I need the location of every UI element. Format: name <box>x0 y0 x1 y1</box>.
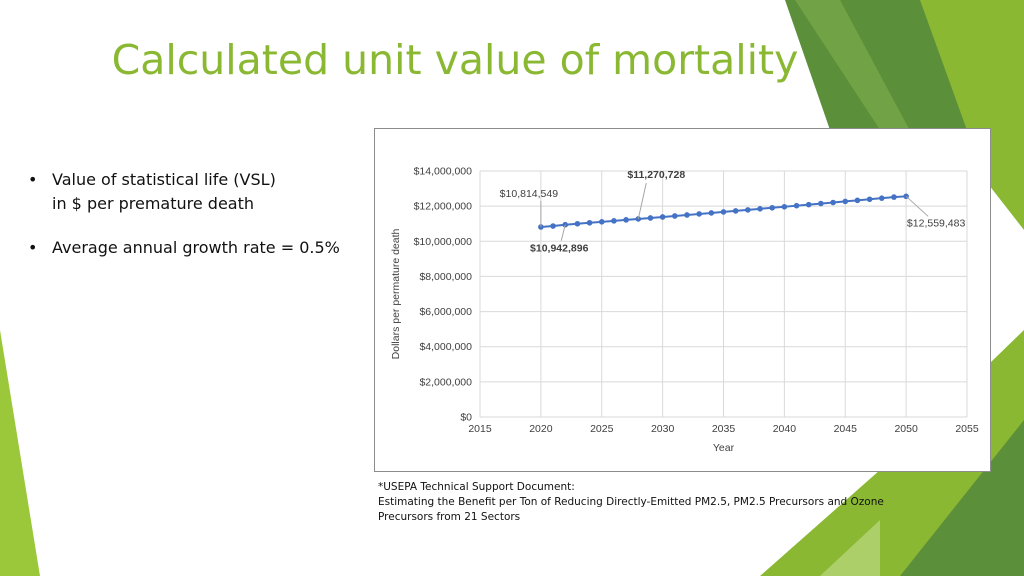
data-point <box>732 208 739 214</box>
data-label: $11,270,728 <box>627 169 685 181</box>
data-label: $10,814,549 <box>500 188 559 200</box>
y-tick-label: $0 <box>460 412 472 424</box>
y-tick-label: $8,000,000 <box>419 271 472 283</box>
data-label: $12,559,483 <box>907 217 966 229</box>
y-tick-label: $4,000,000 <box>419 341 472 353</box>
chart-frame: $0 $2,000,000 $4,000,000 $6,000,000 $8,000,0… <box>374 128 991 472</box>
data-point <box>842 198 849 205</box>
data-point <box>708 210 715 216</box>
data-point <box>672 213 678 219</box>
deco-shape-top-mid <box>795 0 930 168</box>
annotation-leader <box>637 182 647 220</box>
deco-shape-bottom-faint <box>820 520 880 576</box>
data-point <box>696 211 702 217</box>
data-point <box>611 218 617 224</box>
x-tick-label: 2035 <box>712 423 736 435</box>
data-label: $10,942,896 <box>530 243 589 255</box>
x-tick-label: 2025 <box>590 423 614 435</box>
deco-shape-left <box>0 330 40 576</box>
vsl-line-chart: $0 $2,000,000 $4,000,000 $6,000,000 $8,000,0… <box>390 166 979 455</box>
data-point <box>623 217 629 223</box>
data-point <box>647 215 654 221</box>
y-tick-label: $14,000,000 <box>414 166 473 178</box>
deco-shape-bottom-dark <box>900 420 1024 576</box>
data-point <box>878 195 885 201</box>
data-point <box>720 209 727 215</box>
annotation-leader <box>905 195 929 217</box>
data-point <box>891 194 897 200</box>
x-tick-label: 2030 <box>651 423 675 435</box>
deco-shape-top-light <box>920 0 1024 230</box>
bullet-item: • Average annual growth rate = 0.5% <box>28 236 340 260</box>
bullet-text-line1: Value of statistical life (VSL) <box>52 170 276 189</box>
slide-title: Calculated unit value of mortality <box>111 36 799 84</box>
bullet-text-line2: in $ per premature death <box>52 194 255 213</box>
x-tick-label: 2050 <box>894 423 918 435</box>
bullet-list: • Value of statistical life (VSL) in $ p… <box>28 168 340 280</box>
source-line1: *USEPA Technical Support Document: <box>378 481 575 493</box>
y-axis-title: Dollars per permature death <box>390 228 402 359</box>
bullet-text-line1: Average annual growth rate = 0.5% <box>52 238 340 257</box>
x-tick-label: 2020 <box>529 423 553 435</box>
source-note: *USEPA Technical Support Document: Estim… <box>378 480 978 525</box>
y-tick-label: $2,000,000 <box>419 376 472 388</box>
data-point <box>866 196 873 203</box>
y-tick-label: $12,000,000 <box>414 201 473 213</box>
x-tick-label: 2045 <box>834 423 858 435</box>
data-point <box>757 206 763 212</box>
bullet-dot: • <box>28 170 38 189</box>
data-point <box>818 200 824 207</box>
data-point <box>830 199 836 206</box>
source-line2: Estimating the Benefit per Ton of Reduci… <box>378 496 884 508</box>
data-point <box>793 202 800 209</box>
x-axis-title: Year <box>713 442 735 454</box>
bullet-item: • Value of statistical life (VSL) in $ p… <box>28 168 340 216</box>
data-point <box>598 219 605 225</box>
source-line3: Precursors from 21 Sectors <box>378 511 521 523</box>
y-tick-label: $6,000,000 <box>419 306 472 318</box>
annotation-leader <box>560 224 566 241</box>
data-point <box>562 221 569 228</box>
data-point <box>854 197 861 204</box>
data-point <box>586 219 593 226</box>
data-point <box>550 223 556 229</box>
y-tick-label: $10,000,000 <box>414 236 473 248</box>
x-tick-label: 2015 <box>468 423 492 435</box>
data-point <box>659 214 666 220</box>
data-point <box>745 207 751 213</box>
x-tick-label: 2055 <box>955 423 979 435</box>
bullet-dot: • <box>28 238 38 257</box>
x-tick-label: 2040 <box>773 423 797 435</box>
data-point <box>574 220 581 227</box>
data-point <box>684 212 690 218</box>
data-point <box>781 203 788 210</box>
data-point <box>769 204 775 211</box>
data-point <box>805 201 812 208</box>
